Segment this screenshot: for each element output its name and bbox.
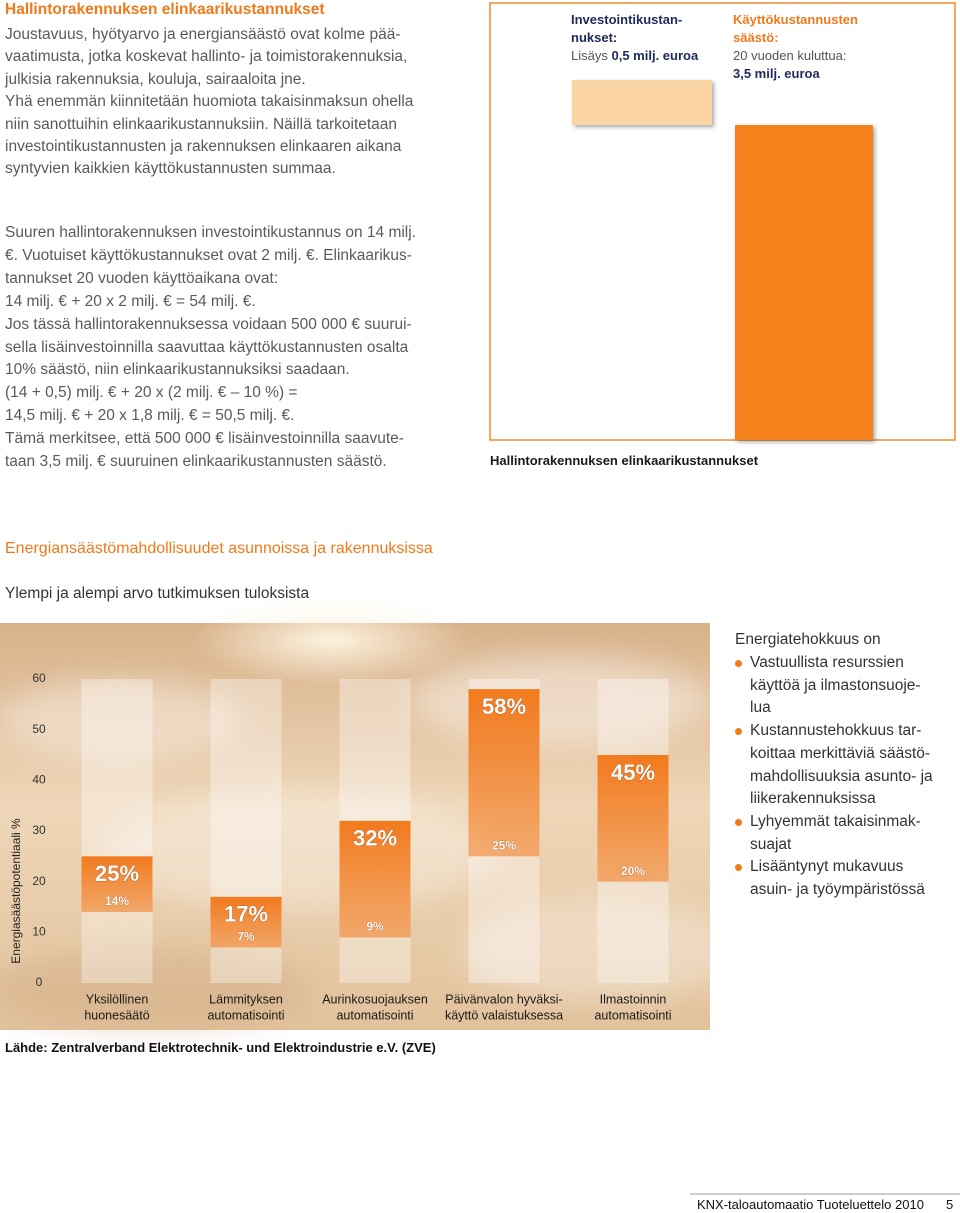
section-subtitle: Ylempi ja alempi arvo tutkimuksen tuloks… <box>5 585 310 602</box>
cost-sub: Lisäys 0,5 milj. euroa <box>571 47 721 65</box>
bullet <box>735 660 742 667</box>
intro-line: investointikustannusten ja rakennuksen e… <box>5 138 402 155</box>
high-value-label: 58% <box>482 694 526 719</box>
y-tick-label: 50 <box>32 722 46 736</box>
benefits-title: Energiatehokkuus on <box>735 631 881 648</box>
benefit-line: Kustannustehokkuus tar- <box>750 722 922 740</box>
cost-sub: 20 vuoden kuluttua: 3,5 milj. euroa <box>733 47 873 83</box>
y-tick-label: 0 <box>36 975 43 989</box>
x-tick-label: Ilmastoinnin <box>600 992 667 1006</box>
benefit-line: Vastuullista resurssien <box>750 654 904 671</box>
bullet <box>735 818 742 826</box>
calculation-line: Jos tässä hallintorakennuksessa voidaan … <box>5 315 412 333</box>
intro-title: Hallintorakennuksen elinkaarikustannukse… <box>5 1 325 18</box>
calculation-line: 14 milj. € + 20 x 2 milj. € = 54 milj. €… <box>5 292 256 310</box>
cost-category: Investointikustan­nukset: <box>571 12 683 45</box>
benefit-line: suajat <box>750 835 792 853</box>
category-band <box>81 679 153 983</box>
benefit-line: liikerakennuksissa <box>750 790 876 808</box>
x-tick-label: huonesäätö <box>84 1008 149 1022</box>
x-tick-label: Yksilöllinen <box>86 992 149 1006</box>
calculation-line: taan 3,5 milj. € suuruinen elinkaarikust… <box>5 453 387 470</box>
y-tick-label: 60 <box>32 671 46 685</box>
cost-note: Lisäys <box>571 48 608 63</box>
cost-value-label: 0,5 milj. euroa <box>611 48 699 63</box>
x-tick-label: automatisointi <box>336 1008 413 1022</box>
benefit-line: käyttöä ja ilmastonsuoje- <box>750 676 921 694</box>
benefit-line: Lisääntynyt mukavuus <box>750 858 904 876</box>
high-value-label: 17% <box>224 902 268 927</box>
cost-label: Investointikustan­nukset: Lisäys 0,5 milj… <box>571 11 721 65</box>
range-bar <box>210 896 282 948</box>
y-tick-label: 10 <box>32 925 46 939</box>
intro-line: julkisia rakennuksia, kouluja, sairaaloi… <box>5 70 306 88</box>
range-bar <box>339 820 411 938</box>
x-tick-label: Aurinkosuojauksen <box>322 992 428 1006</box>
cost-label: Käyttökustannusten säästö: 20 vuoden kulu… <box>733 11 873 83</box>
x-tick-label: automatisointi <box>594 1008 671 1022</box>
range-bar <box>81 856 153 913</box>
y-axis-label: Energiasäästöpotentiaali % <box>9 818 23 964</box>
x-tick-label: käyttö valaistuksessa <box>445 1008 563 1022</box>
cost-bar <box>735 125 873 440</box>
high-value-label: 25% <box>95 861 139 886</box>
page-number: 5 <box>946 1197 954 1212</box>
x-tick-label: Lämmityksen <box>209 992 283 1006</box>
low-value-label: 25% <box>492 839 516 853</box>
calculation-line: sella lisäinvestoinnilla saavuttaa käytt… <box>5 338 409 356</box>
x-tick-label: Päivänvalon hyväksi- <box>445 992 562 1006</box>
low-value-label: 9% <box>366 920 384 934</box>
benefit-line: koittaa merkittäviä säästö- <box>750 744 931 762</box>
intro-line: Joustavuus, hyötyarvo ja energiansäästö … <box>5 26 401 43</box>
calculation-line: (14 + 0,5) milj. € + 20 x (2 milj. € – 1… <box>5 384 298 402</box>
calculation-line: Suuren hallintorakennuksen investointiku… <box>5 224 416 241</box>
cost-chart-frame <box>489 2 956 441</box>
intro-line: niin sanottuihin elinkaarikustannuksiin.… <box>5 115 398 133</box>
intro-line: syntyvien kaikkien käyttökustannusten su… <box>5 160 336 178</box>
calculation-line: tannukset 20 vuoden käyttöaikana ovat: <box>5 269 279 287</box>
benefit-line: mahdollisuuksia asunto- ja <box>750 767 933 785</box>
calculation-line: 10% säästö, niin elinkaarikustannuksiksi… <box>5 361 350 379</box>
cost-value-label: 3,5 milj. euroa <box>733 66 820 81</box>
source: Lähde: Zentralverband Elektrotechnik- un… <box>5 1040 436 1055</box>
range-bar <box>597 755 669 882</box>
calculation-line: Tämä merkitsee, että 500 000 € lisäinves… <box>5 430 404 448</box>
low-value-label: 14% <box>105 894 129 908</box>
x-tick-label: automatisointi <box>207 1008 284 1022</box>
high-value-label: 32% <box>353 826 397 851</box>
intro-line: vaatimusta, jotka koskevat hallinto- ja … <box>5 48 408 66</box>
section-title: Energiansäästömahdollisuudet asunnoissa … <box>5 540 433 557</box>
benefit-line: Lyhyemmät takaisinmak- <box>750 812 921 830</box>
sky-background <box>0 595 740 1030</box>
calculation-line: 14,5 milj. € + 20 x 1,8 milj. € = 50,5 m… <box>5 407 295 425</box>
benefit-line: asuin- ja työympäristössä <box>750 881 925 898</box>
cost-note: 20 vuoden kuluttua: <box>733 48 847 63</box>
cost-category: Käyttökustannusten säästö: <box>733 12 858 45</box>
high-value-label: 45% <box>611 760 655 785</box>
cost-chart-title: Hallintorakennuksen elinkaarikustannukse… <box>490 453 759 468</box>
low-value-label: 20% <box>621 864 645 878</box>
y-tick-label: 40 <box>32 773 46 787</box>
low-value-label: 7% <box>237 930 255 944</box>
footer-publication: KNX-taloautomaatio Tuoteluettelo 2010 <box>697 1197 924 1212</box>
y-tick-label: 30 <box>32 823 46 837</box>
bullet <box>735 864 742 872</box>
calculation-line: €. Vuotuiset käyttökustannukset ovat 2 m… <box>5 246 412 264</box>
intro-line: Yhä enemmän kiinnitetään huomiota takais… <box>5 93 414 111</box>
cost-bar <box>572 80 712 125</box>
range-bar <box>468 689 540 857</box>
benefit-line: lua <box>750 699 771 717</box>
bullet <box>735 728 742 736</box>
y-tick-label: 20 <box>32 874 46 888</box>
